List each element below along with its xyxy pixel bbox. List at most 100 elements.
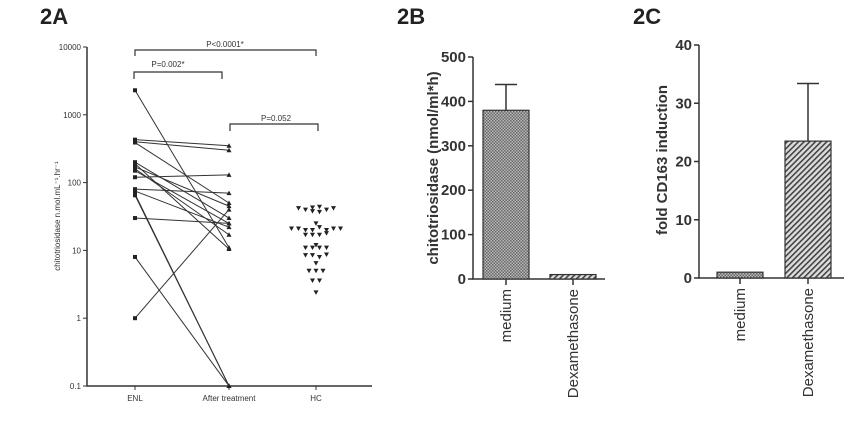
bar-dexamethasone [549,273,597,280]
paired-line [134,188,230,194]
after-treatment-point [226,200,232,206]
hc-point [320,268,326,274]
hc-point [317,204,322,210]
y-tick-label-2a: 0.1 [70,382,82,391]
hc-point [303,207,308,213]
y-tick-label: 200 [441,182,466,199]
hc-point [317,278,322,283]
enl-point [133,166,137,171]
panel-label-2b: 2B [397,4,425,29]
hc-point [306,268,312,274]
y-tick-label-2a: 10000 [59,43,82,52]
hc-point [296,206,301,211]
after-treatment-point [226,147,232,153]
enl-point [133,140,137,145]
hc-point [317,245,322,251]
enl-point [133,175,137,180]
y-tick-label: 400 [441,93,466,110]
paired-line [134,168,230,236]
y-tick-label: 30 [675,95,692,112]
enl-point [133,189,137,194]
hc-point [313,261,319,266]
hc-point [324,252,329,258]
hc-point [317,254,322,260]
x-tick-label: Dexamethasone [565,289,582,398]
paired-line [134,195,230,387]
after-treatment-point [226,190,232,196]
panel-label-2a: 2A [40,4,68,29]
after-treatment-point [226,232,232,237]
hc-point [313,290,319,295]
y-tick-label-2a: 10 [72,246,81,255]
hc-point [303,232,308,238]
ylabel-2b: chitotriosidase (nmol/ml*h) [425,71,442,264]
paired-line [134,256,230,387]
x-tick-label-2a: After treatment [203,394,257,403]
hc-point [331,206,336,211]
x-tick-label: Dexamethasone [800,288,817,397]
hc-point [317,232,322,238]
chart-2a: chitotriosidase n.mol.mL⁻¹.hr⁻¹ 10000100… [53,40,372,403]
hc-point [324,227,329,233]
hc-point [296,226,301,232]
after-treatment-point [226,143,232,148]
paired-line [134,174,230,178]
bracket-enl-hc [134,49,317,56]
paired-line [134,141,230,151]
ylabel-2a: chitotriosidase n.mol.mL⁻¹.hr⁻¹ [53,161,62,271]
after-treatment-point [226,203,232,209]
hc-point [289,226,294,232]
after-treatment-point [226,383,232,388]
paired-line [134,190,230,228]
ylabel-2c: fold CD163 induction [654,85,671,235]
y-tick-label: 20 [675,154,692,171]
paired-line [134,166,230,207]
chart-2b: chitotriosidase (nmol/ml*h) 0 100 200 300 40… [425,49,605,398]
chart-2c: fold CD163 induction 0 10 20 30 40 medium Dexa… [654,37,844,397]
bar-dexamethasone [784,140,832,279]
after-treatment-point [226,215,232,221]
after-treatment-point [226,246,232,251]
y-tick-label-2a: 100 [68,179,82,188]
enl-point [133,161,137,166]
y-tick-label: 300 [441,138,466,155]
hc-point [324,207,329,213]
enl-point [133,137,137,142]
hc-point [324,231,329,236]
hc-point [313,268,319,274]
y-tick-label-2a: 1000 [63,111,81,120]
x-tick-label-2a: ENL [127,394,143,403]
enl-point [133,316,137,321]
hc-point [310,232,315,238]
hc-point [310,209,315,214]
hc-point [310,278,315,283]
enl-point [133,254,137,259]
after-treatment-point [226,207,232,212]
paired-line [134,163,230,250]
hc-point [303,227,308,233]
x-tick-label: medium [732,288,749,341]
y-tick-label: 500 [441,49,466,66]
hc-point [324,245,329,251]
enl-point [133,216,137,221]
hc-point [310,245,315,251]
hc-point [313,243,319,248]
paired-line [134,139,230,147]
hc-point [331,226,336,232]
bracket-enl-after [133,71,223,79]
annotation-p-enl-after: P=0.002* [151,60,184,69]
bracket-after-hc [229,123,319,131]
hc-point [310,205,315,210]
bar-medium [482,109,530,280]
y-tick-label: 40 [675,37,692,54]
y-tick-label-2a: 1 [77,314,82,323]
hc-point [338,226,343,232]
y-tick-label: 0 [458,271,466,288]
after-treatment-point [226,172,232,177]
annotation-p-enl-hc: P<0.0001* [206,40,244,49]
panel-label-2c: 2C [633,4,661,29]
enl-point [133,193,137,198]
x-tick-label-2a: HC [310,394,322,403]
hc-point [310,227,315,233]
